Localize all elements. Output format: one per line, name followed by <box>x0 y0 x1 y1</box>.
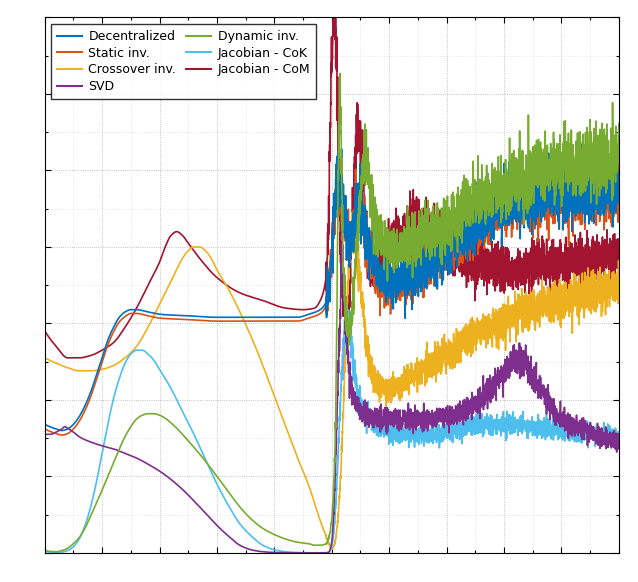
Dynamic inv. <box>41 547 48 554</box>
Line: SVD: SVD <box>45 243 619 553</box>
SVD <box>615 445 623 452</box>
Dynamic inv. <box>458 235 466 242</box>
Jacobian - CoM <box>569 262 577 269</box>
Jacobian - CoK <box>286 549 294 556</box>
SVD <box>282 549 290 556</box>
Crossover inv. <box>351 207 359 214</box>
Decentralized <box>578 141 586 148</box>
Decentralized <box>615 191 623 198</box>
Crossover inv. <box>282 423 290 430</box>
Dynamic inv. <box>314 542 322 549</box>
Crossover inv. <box>314 509 322 516</box>
Crossover inv. <box>458 341 466 348</box>
Jacobian - CoM <box>41 328 48 335</box>
Legend: Decentralized, Static inv., Crossover inv., SVD, Dynamic inv., Jacobian - CoK, J: Decentralized, Static inv., Crossover in… <box>51 24 316 100</box>
Static inv. <box>287 318 295 325</box>
Static inv. <box>58 432 66 439</box>
Static inv. <box>458 238 466 245</box>
Jacobian - CoK <box>316 549 324 556</box>
Decentralized <box>458 244 466 251</box>
Jacobian - CoK <box>282 548 290 555</box>
Jacobian - CoK <box>598 432 605 439</box>
Line: Jacobian - CoM: Jacobian - CoM <box>45 0 619 358</box>
Decentralized <box>569 180 577 187</box>
Jacobian - CoM <box>287 306 295 313</box>
Dynamic inv. <box>287 537 295 544</box>
Static inv. <box>598 193 605 200</box>
Jacobian - CoM <box>314 301 322 308</box>
Line: Crossover inv.: Crossover inv. <box>45 210 619 549</box>
Decentralized <box>282 314 290 321</box>
SVD <box>458 402 466 409</box>
Jacobian - CoK <box>342 298 350 305</box>
Dynamic inv. <box>569 141 577 148</box>
Jacobian - CoM <box>282 304 290 311</box>
SVD <box>338 239 346 246</box>
Static inv. <box>282 318 290 325</box>
Jacobian - CoK <box>615 435 623 442</box>
Crossover inv. <box>41 354 48 361</box>
Jacobian - CoK <box>41 548 48 555</box>
Line: Dynamic inv.: Dynamic inv. <box>45 73 619 552</box>
Dynamic inv. <box>598 152 605 159</box>
Jacobian - CoM <box>598 258 605 265</box>
Decentralized <box>287 314 295 321</box>
SVD <box>314 549 322 556</box>
SVD <box>305 549 313 556</box>
Dynamic inv. <box>336 70 344 77</box>
Static inv. <box>569 200 577 207</box>
Static inv. <box>41 425 48 432</box>
Jacobian - CoK <box>569 424 577 431</box>
Crossover inv. <box>286 436 294 443</box>
Crossover inv. <box>569 297 577 304</box>
Line: Static inv.: Static inv. <box>45 153 619 435</box>
Decentralized <box>58 427 66 434</box>
Line: Decentralized: Decentralized <box>45 144 619 431</box>
Jacobian - CoM <box>615 247 623 254</box>
Decentralized <box>598 174 605 181</box>
SVD <box>598 435 605 442</box>
Jacobian - CoK <box>314 549 322 556</box>
Crossover inv. <box>598 313 605 320</box>
SVD <box>569 420 577 427</box>
Dynamic inv. <box>615 120 623 127</box>
Jacobian - CoK <box>458 440 466 447</box>
Dynamic inv. <box>52 548 60 555</box>
Crossover inv. <box>328 546 336 553</box>
Line: Jacobian - CoK: Jacobian - CoK <box>45 301 619 553</box>
SVD <box>41 431 48 438</box>
Dynamic inv. <box>282 535 290 542</box>
Decentralized <box>41 421 48 428</box>
Static inv. <box>314 311 322 318</box>
Static inv. <box>615 158 623 165</box>
Decentralized <box>314 308 322 315</box>
Jacobian - CoM <box>64 354 71 361</box>
Crossover inv. <box>615 282 623 289</box>
Static inv. <box>613 150 621 157</box>
Jacobian - CoM <box>458 273 466 280</box>
SVD <box>286 549 294 556</box>
